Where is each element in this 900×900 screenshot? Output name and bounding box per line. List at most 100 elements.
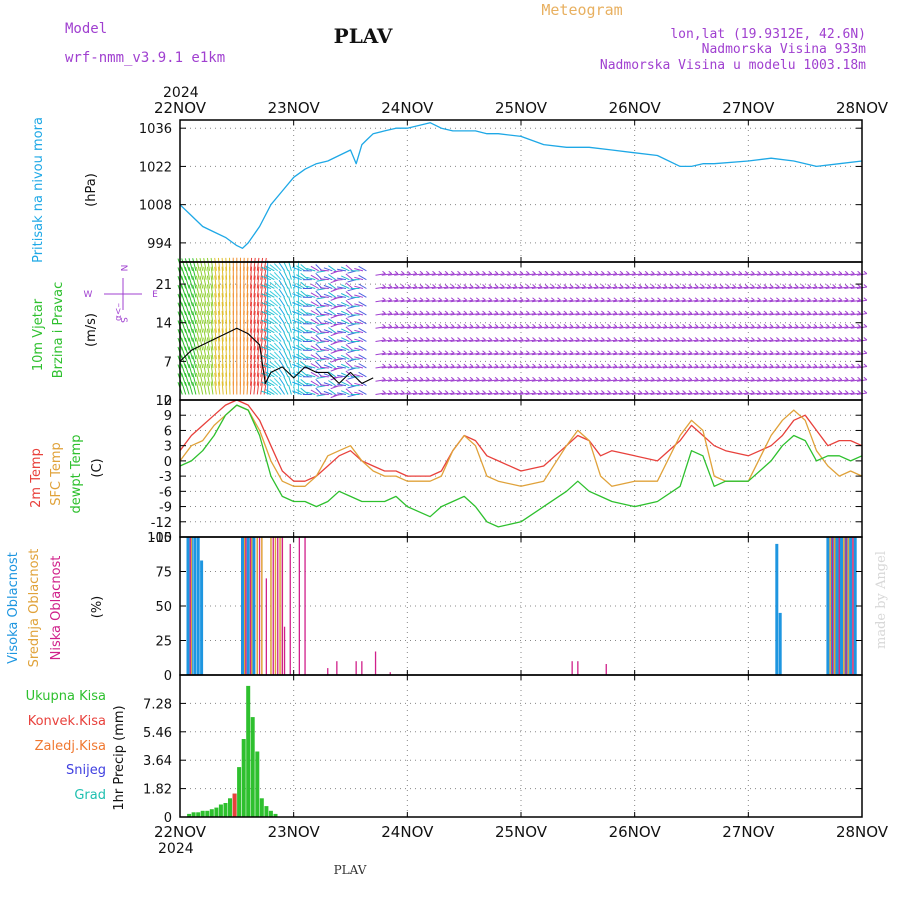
wind-barb bbox=[744, 270, 749, 275]
wind-barb bbox=[782, 323, 786, 328]
wind-barb bbox=[782, 390, 786, 394]
wind-barb bbox=[432, 337, 436, 341]
wind-barb bbox=[323, 337, 333, 342]
wind-barb bbox=[195, 381, 200, 395]
wind-barb bbox=[707, 363, 711, 367]
wind-barb bbox=[850, 326, 861, 329]
wind-barb bbox=[469, 286, 480, 289]
wind-barb bbox=[400, 337, 405, 341]
wind-barb bbox=[450, 310, 455, 314]
wind-barb bbox=[600, 379, 611, 382]
wind-barb bbox=[181, 328, 187, 342]
wind-barb bbox=[214, 328, 217, 342]
wind-barb bbox=[319, 366, 329, 369]
precip-label-conv: Konvek.Kisa bbox=[28, 714, 106, 729]
wind-barb bbox=[337, 357, 347, 360]
wind-barb bbox=[195, 275, 200, 289]
wind-barb bbox=[181, 373, 187, 386]
wind-barb bbox=[550, 310, 555, 314]
wind-barb bbox=[538, 323, 543, 328]
wind-barb bbox=[744, 363, 749, 367]
wind-barb bbox=[500, 390, 505, 394]
y-tick-label: 14 bbox=[155, 317, 172, 332]
wind-barb bbox=[819, 284, 824, 288]
wind-barb bbox=[682, 270, 686, 275]
wind-barb bbox=[582, 350, 586, 354]
wind-barb bbox=[482, 390, 486, 394]
model-name: wrf-nmm_v3.9.1 e1km bbox=[65, 50, 225, 66]
wind-barb bbox=[269, 326, 279, 334]
wind-barb bbox=[807, 363, 811, 367]
wind-barb bbox=[563, 390, 568, 394]
cloud-bar-low bbox=[249, 537, 252, 675]
wind-barb bbox=[769, 337, 774, 341]
wind-barb bbox=[438, 310, 443, 314]
wind-barb bbox=[575, 352, 586, 356]
wind-barb bbox=[513, 323, 518, 328]
wind-barb bbox=[482, 323, 486, 328]
wind-barb bbox=[825, 379, 836, 382]
wind-barb bbox=[500, 286, 511, 289]
wind-barb bbox=[750, 339, 761, 342]
wind-barb bbox=[750, 299, 761, 303]
wind-barb bbox=[382, 323, 386, 328]
wind-barb bbox=[813, 365, 824, 369]
wind-barb bbox=[531, 352, 542, 356]
wind-barb bbox=[588, 323, 593, 328]
wind-barb bbox=[751, 350, 755, 354]
wind-barb bbox=[563, 376, 568, 381]
wind-barb bbox=[776, 376, 780, 381]
wind-barb bbox=[394, 376, 399, 381]
wind-barb bbox=[425, 365, 436, 369]
wind-barb bbox=[221, 266, 224, 280]
wind-barb bbox=[750, 312, 761, 316]
wind-barb bbox=[763, 323, 768, 328]
wind-barb bbox=[188, 337, 193, 351]
precip-bar bbox=[218, 804, 223, 817]
wind-barb bbox=[261, 355, 272, 360]
wind-barb bbox=[316, 376, 326, 379]
wind-barb bbox=[210, 355, 214, 369]
wind-barb bbox=[323, 293, 333, 298]
wind-barb bbox=[544, 339, 555, 342]
y-tick-label: 994 bbox=[147, 237, 172, 252]
wind-barb bbox=[719, 310, 724, 314]
wind-barb bbox=[562, 392, 574, 395]
wind-barb bbox=[581, 326, 592, 329]
wind-barb bbox=[419, 363, 424, 367]
wind-barb bbox=[462, 299, 474, 303]
precip-bar bbox=[255, 751, 260, 817]
wind-barb bbox=[273, 280, 282, 289]
wind-barb bbox=[644, 286, 655, 289]
wind-barb bbox=[825, 312, 836, 316]
wind-barb bbox=[644, 273, 655, 276]
wind-barb bbox=[482, 270, 486, 275]
wind-barb bbox=[669, 339, 680, 342]
wind-barb bbox=[663, 337, 668, 341]
wind-barb bbox=[613, 284, 618, 288]
wind-barb bbox=[188, 311, 193, 324]
wind-barb bbox=[278, 279, 285, 289]
wind-barb bbox=[607, 337, 611, 341]
wind-barb bbox=[756, 326, 767, 329]
wind-barb bbox=[838, 363, 843, 367]
wind-barb bbox=[512, 326, 524, 329]
wind-barb bbox=[638, 376, 643, 381]
x-tick-label-bottom: 27NOV bbox=[722, 823, 775, 841]
wind-barb bbox=[744, 299, 755, 303]
wind-barb bbox=[249, 354, 253, 369]
wind-barb bbox=[550, 326, 561, 329]
wind-barb bbox=[507, 297, 511, 301]
wind-barb bbox=[719, 339, 730, 342]
wind-barb bbox=[587, 299, 599, 303]
wind-barb bbox=[781, 299, 792, 303]
model-label: Model bbox=[65, 21, 107, 37]
wind-barb bbox=[731, 365, 742, 369]
wind-barb bbox=[333, 358, 343, 361]
wind-barb bbox=[500, 284, 505, 288]
wind-barb bbox=[217, 266, 221, 280]
wind-barb bbox=[457, 337, 461, 341]
wind-barb bbox=[725, 379, 736, 382]
wind-barb bbox=[288, 314, 292, 324]
wind-barb bbox=[744, 312, 755, 316]
